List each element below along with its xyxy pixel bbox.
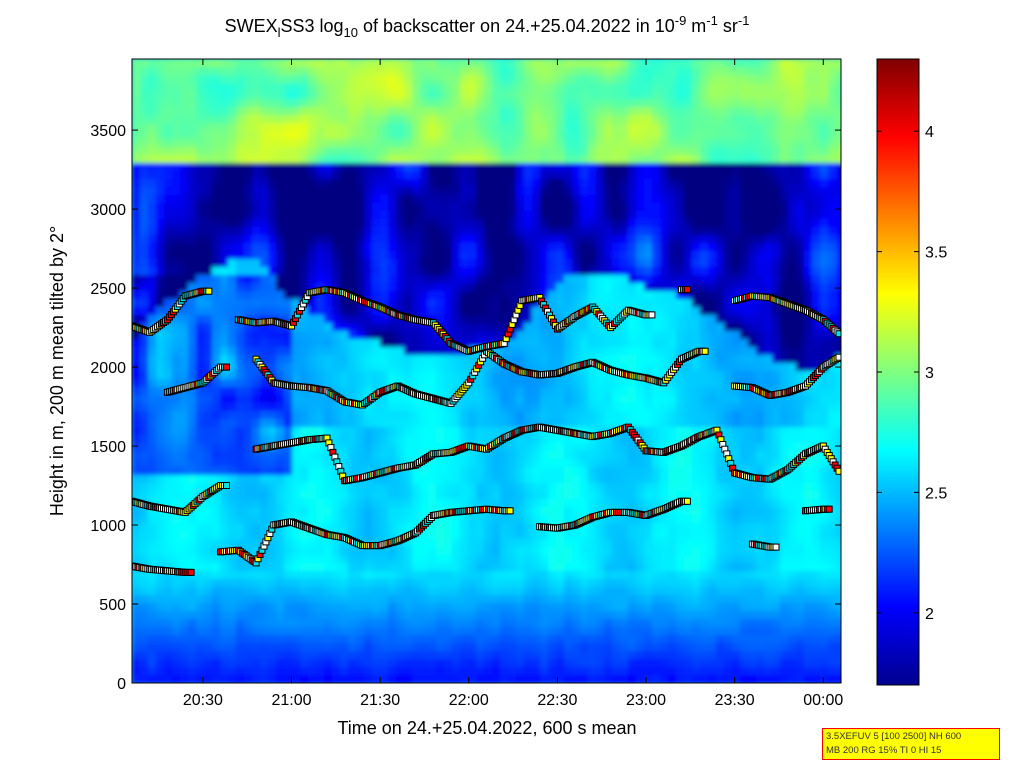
colorbar: 2 2.5 3 3.5 4: [876, 58, 947, 686]
layer-marker: [683, 286, 691, 294]
y-tick-label: 3000: [90, 202, 126, 219]
layer-marker: [648, 311, 656, 319]
y-tick-label: 2000: [90, 360, 126, 377]
layer-series-3: [163, 347, 841, 409]
layer-marker: [835, 467, 841, 475]
x-tick-label: 22:00: [449, 692, 489, 709]
heatmap-cells: [132, 59, 841, 683]
y-tick-label: 3500: [90, 123, 126, 140]
heatmap-plot: 20:30 21:00 21:30 22:00 22:30 23:00 23:30 00:00…: [90, 58, 843, 709]
colorbar-tick-label: 2.5: [925, 485, 947, 502]
title-prefix-subscript: l: [278, 25, 281, 40]
y-axis-label: Height in m, 200 m mean tilted by 2°: [47, 226, 67, 516]
colorbar-tick-label: 4: [925, 124, 934, 141]
layer-marker: [223, 363, 230, 371]
layer-marker: [772, 543, 780, 551]
y-tick-label: 2500: [90, 281, 126, 298]
layer-marker: [825, 505, 833, 513]
title-station: SS3 log: [280, 16, 343, 36]
layer-marker: [205, 287, 213, 295]
info-line-1: 3.5XEFUV 5 [100 2500] NH 600: [826, 731, 962, 742]
title-exp-2: -1: [706, 13, 718, 28]
title-prefix: SWEX: [225, 16, 278, 36]
colorbar-gradient: [877, 59, 919, 685]
title-exp-1: -9: [675, 13, 687, 28]
x-tick-label: 21:30: [360, 692, 400, 709]
y-tick-label: 1500: [90, 439, 126, 456]
processing-info-box: 3.5XEFUV 5 [100 2500] NH 600 MB 200 RG 1…: [822, 728, 1000, 760]
colorbar-tick-label: 3: [925, 365, 934, 382]
x-tick-label: 20:30: [183, 692, 223, 709]
layer-series-2: [132, 423, 841, 516]
y-tick-label: 1000: [90, 518, 126, 535]
x-tick-label: 22:30: [537, 692, 577, 709]
info-line-2: MB 200 RG 15% TI 0 HI 15: [826, 745, 942, 756]
title-unit-m: m: [686, 16, 706, 36]
title-middle: of backscatter on 24.+25.04.2022 in 10: [358, 16, 675, 36]
title-unit-sr: sr: [718, 16, 738, 36]
layer-series-1: [132, 497, 833, 576]
y-axis: 0 500 1000 1500 2000 2500 3000 3500: [90, 123, 841, 693]
colorbar-tick-label: 3.5: [925, 245, 947, 262]
layer-marker: [835, 330, 841, 338]
x-tick-label: 21:00: [272, 692, 312, 709]
layer-marker: [683, 497, 691, 505]
x-axis-label: Time on 24.+25.04.2022, 600 s mean: [337, 718, 636, 738]
layer-marker: [187, 568, 195, 576]
colorbar-ticks: 2 2.5 3 3.5 4: [877, 124, 947, 623]
colorbar-tick-label: 2: [925, 606, 934, 623]
y-tick-label: 0: [117, 676, 126, 693]
y-tick-label: 500: [99, 597, 126, 614]
title-exp-3: -1: [738, 13, 750, 28]
layer-markers: [132, 286, 841, 576]
layer-marker: [835, 353, 841, 361]
x-tick-label: 23:00: [626, 692, 666, 709]
layer-marker: [506, 507, 514, 515]
chart-title: SWEXlSS3 log10 of backscatter on 24.+25.…: [225, 13, 750, 40]
x-tick-label: 00:00: [803, 692, 843, 709]
x-tick-label: 23:30: [715, 692, 755, 709]
plot-frame: [131, 58, 842, 684]
layer-series-4: [132, 286, 841, 355]
layer-marker: [223, 482, 230, 489]
layer-marker: [701, 347, 709, 355]
title-log-subscript: 10: [344, 25, 358, 40]
x-axis: 20:30 21:00 21:30 22:00 22:30 23:00 23:30 00:00: [183, 59, 843, 709]
